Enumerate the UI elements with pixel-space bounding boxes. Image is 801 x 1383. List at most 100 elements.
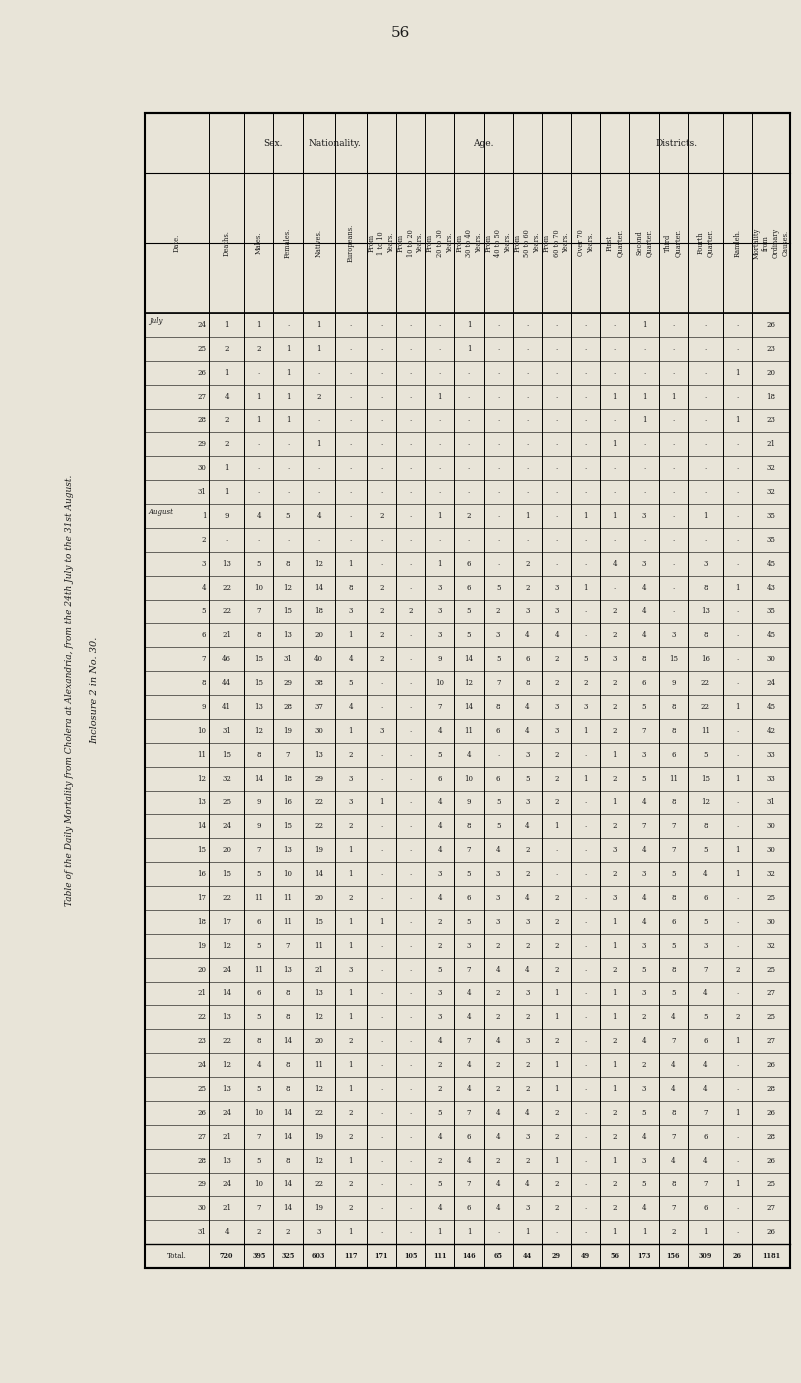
- Text: ·: ·: [585, 344, 587, 353]
- Text: 1: 1: [554, 823, 559, 830]
- Text: ·: ·: [349, 321, 352, 329]
- Text: 20: 20: [314, 1037, 323, 1046]
- Text: 3: 3: [642, 751, 646, 759]
- Text: 26: 26: [767, 1228, 775, 1236]
- Text: 25: 25: [197, 1084, 206, 1093]
- Text: ·: ·: [226, 535, 227, 544]
- Text: 3: 3: [316, 1228, 321, 1236]
- Text: 1: 1: [256, 416, 261, 425]
- Text: 2: 2: [735, 1014, 739, 1021]
- Text: 1: 1: [735, 369, 739, 376]
- Text: 14: 14: [255, 774, 264, 783]
- Text: ·: ·: [585, 1228, 587, 1236]
- Text: 1: 1: [735, 774, 739, 783]
- Text: 65: 65: [493, 1252, 503, 1260]
- Text: 1: 1: [286, 344, 290, 353]
- Text: 5: 5: [202, 607, 206, 615]
- Text: 12: 12: [222, 942, 231, 950]
- Text: 5: 5: [467, 607, 471, 615]
- Text: 1: 1: [613, 1228, 617, 1236]
- Text: 2: 2: [554, 774, 559, 783]
- Text: 29: 29: [314, 774, 323, 783]
- Text: 2: 2: [554, 1037, 559, 1046]
- Text: 3: 3: [437, 584, 442, 592]
- Text: 42: 42: [767, 727, 775, 734]
- Text: 21: 21: [222, 1205, 231, 1213]
- Text: 3: 3: [642, 942, 646, 950]
- Text: 2: 2: [554, 798, 559, 806]
- Text: ·: ·: [409, 560, 412, 567]
- Text: ·: ·: [643, 440, 645, 448]
- Text: 3: 3: [554, 703, 559, 711]
- Text: ·: ·: [409, 846, 412, 855]
- Text: ·: ·: [585, 560, 587, 567]
- Text: 1: 1: [437, 393, 442, 401]
- Text: ·: ·: [555, 369, 557, 376]
- Text: 1: 1: [613, 918, 617, 925]
- Text: 4: 4: [671, 1014, 675, 1021]
- Text: 1: 1: [348, 1084, 353, 1093]
- Text: 2: 2: [613, 631, 617, 639]
- Text: 2: 2: [496, 1156, 501, 1164]
- Text: 2: 2: [224, 416, 229, 425]
- Text: 8: 8: [703, 631, 707, 639]
- Text: 5: 5: [525, 774, 529, 783]
- Text: ·: ·: [585, 965, 587, 974]
- Text: 3: 3: [554, 727, 559, 734]
- Text: 2: 2: [496, 1014, 501, 1021]
- Text: 30: 30: [767, 846, 775, 855]
- Text: 2: 2: [613, 870, 617, 878]
- Text: ·: ·: [526, 393, 529, 401]
- Text: 26: 26: [767, 1061, 775, 1069]
- Text: 8: 8: [703, 823, 707, 830]
- Text: 17: 17: [197, 893, 206, 902]
- Text: ·: ·: [555, 440, 557, 448]
- Text: 11: 11: [197, 751, 206, 759]
- Text: 4: 4: [437, 1133, 442, 1141]
- Text: 2: 2: [554, 1181, 559, 1188]
- Text: 15: 15: [701, 774, 710, 783]
- Text: 1: 1: [613, 989, 617, 997]
- Text: 4: 4: [496, 1181, 501, 1188]
- Text: 5: 5: [467, 870, 471, 878]
- Text: ·: ·: [468, 440, 470, 448]
- Text: 7: 7: [256, 607, 261, 615]
- Text: ·: ·: [409, 465, 412, 472]
- Text: 2: 2: [437, 1156, 442, 1164]
- Text: 4: 4: [496, 1133, 501, 1141]
- Text: 1: 1: [613, 393, 617, 401]
- Text: 2: 2: [525, 942, 529, 950]
- Text: ·: ·: [258, 465, 260, 472]
- Text: 32: 32: [223, 774, 231, 783]
- Text: 44: 44: [523, 1252, 532, 1260]
- Text: 5: 5: [256, 1084, 261, 1093]
- Text: ·: ·: [287, 321, 289, 329]
- Text: 1: 1: [202, 512, 206, 520]
- Text: 1: 1: [437, 1228, 442, 1236]
- Text: 10: 10: [255, 1109, 264, 1117]
- Text: 5: 5: [671, 942, 675, 950]
- Text: ·: ·: [614, 321, 616, 329]
- Text: 14: 14: [284, 1181, 292, 1188]
- Text: 32: 32: [767, 942, 775, 950]
- Text: 9: 9: [202, 703, 206, 711]
- Text: 7: 7: [703, 965, 707, 974]
- Text: 30: 30: [314, 727, 323, 734]
- Text: ·: ·: [736, 1084, 739, 1093]
- Text: 7: 7: [256, 846, 261, 855]
- Text: ·: ·: [555, 512, 557, 520]
- Text: 111: 111: [433, 1252, 446, 1260]
- Text: Table of the Daily Mortality from Cholera at Alexandria, from the 24th July to t: Table of the Daily Mortality from Choler…: [66, 474, 74, 906]
- Text: 20: 20: [314, 893, 323, 902]
- Text: 5: 5: [671, 870, 675, 878]
- Text: ·: ·: [409, 369, 412, 376]
- Text: 2: 2: [613, 1133, 617, 1141]
- Text: 4: 4: [496, 1205, 501, 1213]
- Text: ·: ·: [672, 560, 674, 567]
- Text: 4: 4: [642, 918, 646, 925]
- Text: 4: 4: [554, 631, 559, 639]
- Text: 4: 4: [202, 584, 206, 592]
- Text: ·: ·: [614, 465, 616, 472]
- Text: ·: ·: [409, 393, 412, 401]
- Text: ·: ·: [585, 631, 587, 639]
